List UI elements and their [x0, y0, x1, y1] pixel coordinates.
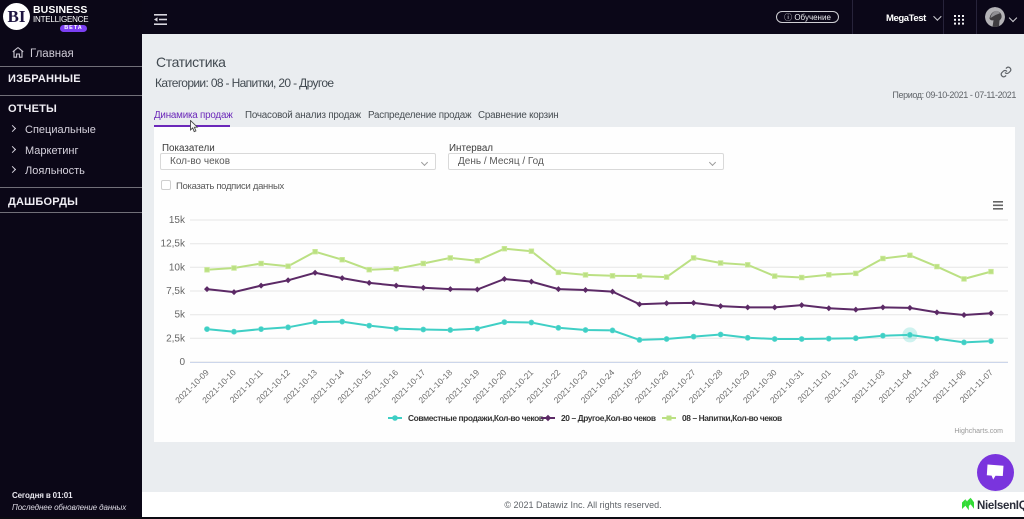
svg-text:12,5k: 12,5k [161, 239, 186, 250]
svg-text:15k: 15k [169, 215, 186, 226]
svg-text:7,5k: 7,5k [166, 286, 186, 297]
svg-text:08 – Напитки,Кол-во чеков: 08 – Напитки,Кол-во чеков [682, 413, 782, 423]
svg-text:5k: 5k [174, 310, 186, 321]
svg-text:NielsenIQ: NielsenIQ [977, 500, 1024, 512]
svg-text:0: 0 [179, 357, 185, 368]
svg-text:2,5k: 2,5k [166, 333, 186, 344]
svg-text:20 – Другое,Кол-во чеков: 20 – Другое,Кол-во чеков [561, 413, 656, 423]
svg-text:Совместные продажи,Кол-во чеко: Совместные продажи,Кол-во чеков [408, 413, 544, 423]
svg-text:10k: 10k [169, 262, 186, 273]
svg-text:Highcharts.com: Highcharts.com [954, 428, 1003, 435]
